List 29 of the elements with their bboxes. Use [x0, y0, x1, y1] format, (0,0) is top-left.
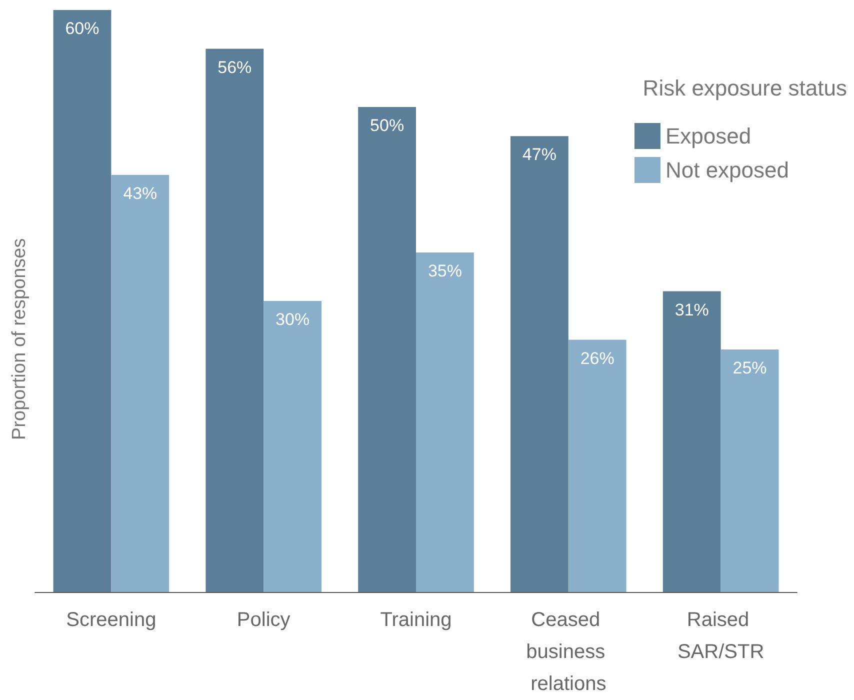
bar	[568, 340, 626, 592]
y-axis-title: Proportion of responses	[9, 238, 30, 440]
bar	[358, 107, 416, 592]
data-label: 47%	[522, 145, 556, 164]
data-label: 35%	[428, 262, 462, 280]
legend-label: Not exposed	[665, 158, 790, 182]
bar	[264, 301, 322, 592]
data-label: 26%	[580, 348, 614, 368]
x-tick-label: Policy	[236, 609, 290, 631]
data-label: 25%	[732, 358, 767, 378]
data-label: 56%	[218, 58, 252, 77]
bar	[416, 252, 474, 592]
bar	[206, 48, 264, 592]
x-tick-label: Screening	[66, 609, 156, 631]
bar	[662, 291, 721, 592]
x-tick-label: Ceased business relations	[526, 609, 611, 695]
data-label: 50%	[370, 116, 404, 135]
bar	[53, 10, 112, 592]
bar	[510, 136, 568, 592]
data-label: 31%	[674, 300, 709, 320]
bar	[720, 350, 779, 592]
bar	[111, 174, 170, 592]
legend-label: Exposed	[665, 124, 752, 148]
data-label: 30%	[276, 310, 310, 329]
data-label: 60%	[65, 19, 100, 38]
x-tick-label: Raised SAR/STR	[677, 609, 764, 663]
legend-title: Risk exposure status	[642, 76, 848, 100]
x-tick-label: Training	[380, 609, 452, 631]
data-label: 43%	[123, 184, 158, 203]
